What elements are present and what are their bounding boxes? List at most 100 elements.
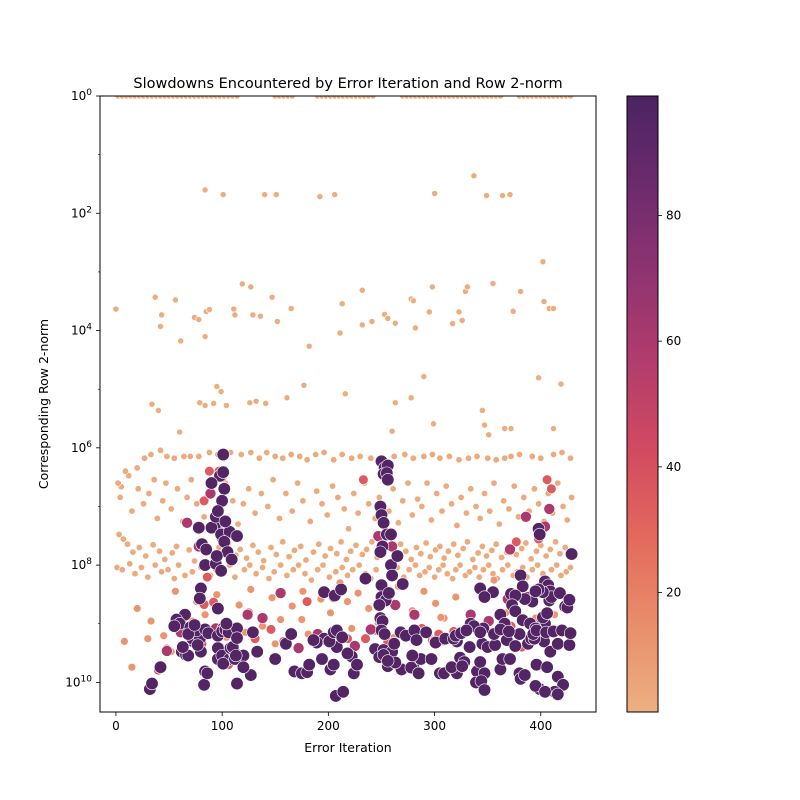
scatter-point (397, 540, 405, 548)
scatter-point (558, 448, 566, 457)
scatter-point (427, 516, 435, 524)
scatter-point (422, 539, 430, 547)
scatter-point (412, 666, 426, 680)
scatter-point (236, 545, 244, 553)
scatter-point (199, 542, 213, 556)
scatter-point (155, 547, 164, 555)
scatter-point (401, 450, 409, 459)
scatter-point (360, 633, 371, 644)
scatter-point (265, 575, 273, 583)
scatter-point (483, 192, 490, 199)
scatter-point (407, 394, 415, 402)
scatter-point (409, 454, 417, 462)
scatter-point (414, 495, 422, 503)
scatter-point (181, 517, 193, 529)
scatter-point (436, 454, 444, 462)
scatter-point (411, 561, 419, 569)
scatter-point (204, 466, 215, 477)
scatter-point (147, 450, 155, 459)
scatter-point (436, 613, 446, 622)
scatter-point (495, 520, 503, 528)
scatter-point (285, 553, 293, 561)
scatter-point (504, 543, 516, 556)
scatter-point (435, 566, 443, 574)
scatter-point (419, 587, 429, 596)
scatter-point (338, 563, 346, 572)
scatter-point (336, 329, 344, 337)
scatter-point (247, 283, 255, 291)
scatter-point (279, 538, 287, 546)
scatter-point (387, 637, 401, 651)
scatter-point (217, 482, 231, 496)
scatter-point (275, 514, 284, 522)
scatter-point (269, 476, 277, 484)
scatter-point (546, 483, 557, 494)
scatter-point (216, 447, 230, 462)
scatter-point (444, 547, 452, 555)
scatter-point (299, 497, 307, 505)
scatter-point (206, 306, 213, 313)
scatter-point (553, 586, 567, 600)
scatter-point (464, 283, 471, 291)
scatter-point (133, 464, 141, 472)
scatter-point (200, 666, 214, 680)
scatter-point (327, 658, 341, 672)
scatter-point (214, 564, 228, 578)
scatter-point (223, 402, 230, 409)
scatter-point (489, 575, 499, 585)
colorbar-tick-label: 20 (666, 586, 681, 600)
scatter-point (425, 563, 433, 572)
scatter-point (412, 324, 419, 332)
scatter-point (283, 394, 291, 402)
colorbar-tick-label: 60 (666, 334, 681, 348)
scatter-point (330, 456, 338, 464)
scatter-point (145, 489, 153, 498)
scatter-point (356, 452, 364, 460)
scatter-point (455, 659, 469, 673)
scatter-point (187, 618, 202, 632)
x-tick-label: 100 (211, 719, 234, 733)
scatter-point (270, 639, 280, 649)
scatter-point (185, 546, 193, 554)
scatter-point (265, 624, 277, 635)
scatter-point (326, 544, 335, 553)
scatter-point (296, 452, 304, 460)
scatter-point (274, 318, 281, 325)
scatter-point (131, 570, 139, 578)
scatter-point (358, 286, 366, 294)
scatter-point (500, 497, 508, 505)
scatter-point (550, 425, 557, 432)
scatter-point (561, 543, 569, 552)
scatter-point (190, 557, 199, 565)
scatter-point (449, 320, 456, 327)
scatter-point (358, 572, 373, 586)
scatter-point (532, 547, 541, 555)
scatter-point (501, 454, 509, 462)
scatter-point (279, 454, 287, 462)
scatter-point (537, 454, 545, 462)
scatter-point (239, 500, 247, 508)
scatter-point (302, 658, 316, 672)
scatter-point (365, 623, 377, 636)
scatter-point (218, 514, 232, 528)
scatter-point (144, 573, 152, 581)
scatter-point (297, 542, 305, 550)
scatter-point (470, 172, 478, 180)
scatter-point (326, 608, 335, 618)
scatter-point (389, 485, 397, 493)
scatter-point (375, 493, 383, 501)
scatter-point (283, 571, 291, 579)
scatter-point (354, 509, 362, 517)
scatter-point (516, 579, 530, 593)
scatter-point (129, 548, 137, 556)
scatter-point (120, 637, 129, 646)
scatter-point (257, 312, 264, 320)
scatter-point (347, 547, 355, 555)
scatter-point (234, 600, 244, 610)
scatter-point (287, 305, 295, 312)
scatter-point (368, 318, 376, 325)
scatter-point (492, 540, 500, 548)
scatter-point (315, 540, 323, 548)
scatter-point (240, 566, 248, 574)
scatter-point (153, 660, 168, 674)
